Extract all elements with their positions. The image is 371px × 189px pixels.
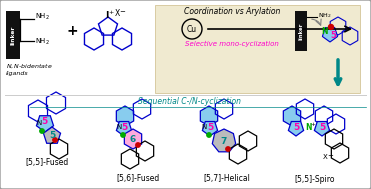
Polygon shape xyxy=(203,122,218,136)
Text: Sequential C-/N-cyclization: Sequential C-/N-cyclization xyxy=(138,97,242,105)
Text: 6: 6 xyxy=(130,135,136,143)
Text: N: N xyxy=(322,26,328,36)
Text: [5,5]-Fused: [5,5]-Fused xyxy=(25,159,69,167)
Polygon shape xyxy=(283,106,301,126)
Circle shape xyxy=(136,143,140,147)
Text: N: N xyxy=(116,124,122,130)
Polygon shape xyxy=(116,122,132,136)
Text: $N,N$-bidentate: $N,N$-bidentate xyxy=(6,63,53,70)
Polygon shape xyxy=(212,129,236,152)
Text: 5: 5 xyxy=(319,122,325,132)
FancyBboxPatch shape xyxy=(155,5,360,93)
Text: NH$_2$: NH$_2$ xyxy=(35,37,50,47)
Circle shape xyxy=(207,133,211,137)
Text: +: + xyxy=(311,122,315,126)
Text: 5: 5 xyxy=(41,116,47,125)
FancyBboxPatch shape xyxy=(6,11,20,59)
Text: X: X xyxy=(323,154,327,160)
Text: Selective mono-cyclization: Selective mono-cyclization xyxy=(185,41,279,47)
Polygon shape xyxy=(322,28,338,42)
Text: N: N xyxy=(306,123,312,132)
Text: linker: linker xyxy=(10,25,16,45)
Text: +: + xyxy=(66,24,78,38)
Text: [5,6]-Fused: [5,6]-Fused xyxy=(116,174,160,184)
Text: linker: linker xyxy=(299,22,303,40)
Text: ligands: ligands xyxy=(6,71,29,76)
Polygon shape xyxy=(116,106,134,126)
Text: NH$_2$: NH$_2$ xyxy=(318,12,332,20)
Text: 5: 5 xyxy=(121,122,127,132)
Text: 5: 5 xyxy=(330,30,336,40)
Text: X: X xyxy=(114,9,119,19)
Text: [5,5]-Spiro: [5,5]-Spiro xyxy=(295,174,335,184)
Circle shape xyxy=(40,129,44,133)
Circle shape xyxy=(53,138,57,142)
Polygon shape xyxy=(124,129,142,149)
Circle shape xyxy=(328,25,334,29)
Circle shape xyxy=(226,147,230,151)
FancyBboxPatch shape xyxy=(295,11,307,51)
Text: NH$_2$: NH$_2$ xyxy=(35,12,50,22)
Text: −: − xyxy=(327,153,333,159)
Polygon shape xyxy=(314,122,329,136)
Text: I: I xyxy=(105,11,109,19)
Polygon shape xyxy=(36,116,53,132)
Text: Cu: Cu xyxy=(187,25,197,33)
Text: N: N xyxy=(36,120,42,126)
Circle shape xyxy=(121,133,125,137)
Text: 5: 5 xyxy=(207,122,213,132)
Text: −: − xyxy=(119,9,125,15)
Text: [5,7]-Helical: [5,7]-Helical xyxy=(204,174,250,184)
Text: +: + xyxy=(108,9,114,15)
Polygon shape xyxy=(43,127,60,143)
Text: 5: 5 xyxy=(293,122,299,132)
Text: Coordination vs Arylation: Coordination vs Arylation xyxy=(184,8,280,16)
Text: N: N xyxy=(201,124,207,130)
Polygon shape xyxy=(288,122,303,136)
Text: 7: 7 xyxy=(221,136,227,146)
Text: 5: 5 xyxy=(49,130,55,139)
Polygon shape xyxy=(200,106,218,126)
